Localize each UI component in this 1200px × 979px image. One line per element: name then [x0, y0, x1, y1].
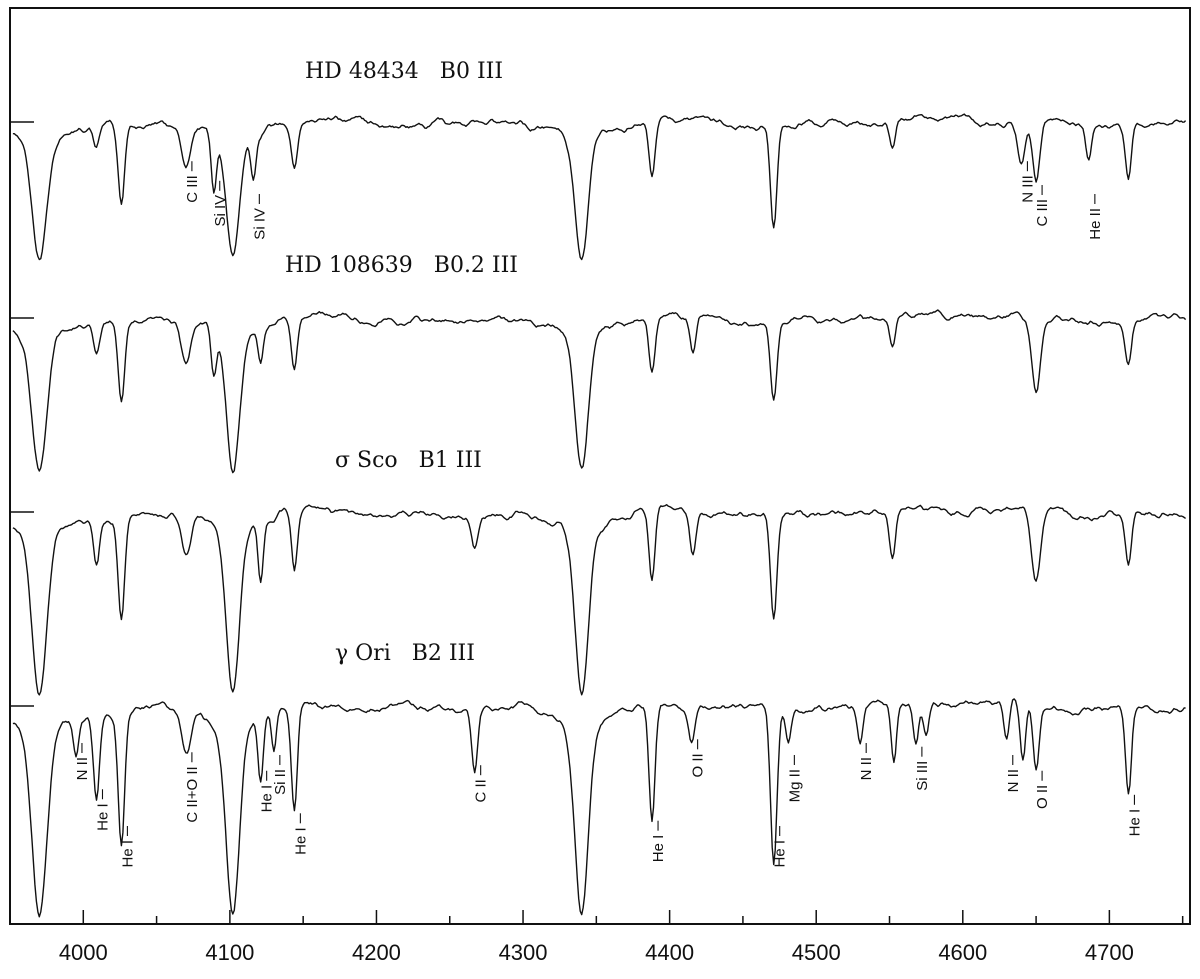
spectra-group [10, 113, 1187, 918]
x-tick-label: 4400 [645, 940, 694, 965]
spectrum-title: σ Sco B1 III [335, 448, 482, 473]
spectrum-line [12, 309, 1187, 474]
plot-frame [9, 7, 1191, 925]
x-tick-label: 4600 [938, 940, 987, 965]
line-annotation: C III [1034, 199, 1051, 227]
x-tick-label: 4000 [59, 940, 108, 965]
line-annotation: Si II [272, 769, 289, 795]
line-annotation: He I [119, 840, 136, 868]
x-tick-label: 4200 [352, 940, 401, 965]
spectrum-title: HD 108639 B0.2 III [285, 253, 518, 278]
x-axis: 4000 4100 4200 4300 4400 4500 4600 4700 [9, 910, 1184, 965]
spectrum-titles: HD 48434 B0 III HD 108639 B0.2 III σ Sco B… [285, 59, 518, 666]
line-annotation: He I [95, 803, 112, 831]
line-annotation: He I [650, 835, 667, 863]
line-annotation: Si III [914, 761, 931, 791]
spectrum-line [12, 504, 1186, 696]
line-annotation: He I [772, 840, 789, 868]
x-tick-label: 4700 [1085, 940, 1134, 965]
line-annotation: Mg II [786, 769, 803, 802]
spectrum-line [12, 698, 1186, 918]
line-annotation: He II [1087, 208, 1104, 240]
spectrum-line [12, 113, 1187, 261]
line-annotation: N II [1005, 769, 1022, 792]
line-annotation: N III [1019, 175, 1036, 203]
line-annotation: N II [74, 757, 91, 780]
line-annotation: Si IV [212, 195, 229, 227]
line-annotation: O II [690, 753, 707, 777]
x-tick-label: 4100 [205, 940, 254, 965]
line-annotation: N II [858, 757, 875, 780]
line-annotation: O II [1034, 785, 1051, 809]
line-annotation: C II [473, 779, 490, 802]
line-annotation: C II+O II [184, 766, 201, 822]
x-tick-label: 4300 [499, 940, 548, 965]
line-annotation: He I [259, 785, 276, 813]
x-tick-label: 4500 [792, 940, 841, 965]
line-annotation: He I [1126, 809, 1143, 837]
line-annotation: He I [292, 827, 309, 855]
spectrum-title: HD 48434 B0 III [305, 59, 503, 84]
line-annotation: Si IV [251, 208, 268, 240]
spectrum-title: γ Ori B2 III [335, 641, 475, 666]
line-annotation: C III [184, 175, 201, 203]
